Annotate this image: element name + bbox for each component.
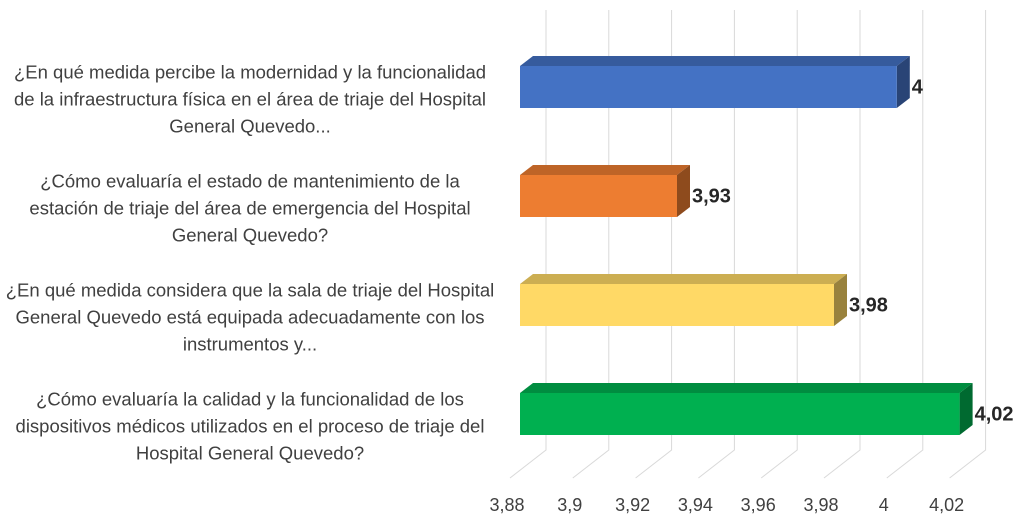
x-tick-label: 3,98 bbox=[803, 495, 838, 515]
value-label: 3,93 bbox=[692, 185, 731, 207]
x-tick-label: 4,02 bbox=[929, 495, 964, 515]
grid-line bbox=[572, 10, 610, 479]
grid-line bbox=[886, 10, 924, 479]
bar bbox=[520, 175, 677, 217]
bar-top bbox=[520, 56, 910, 66]
category-label: ¿En qué medida percibe la modernidad y l… bbox=[13, 61, 487, 137]
category-label: ¿Cómo evaluaría el estado de mantenimien… bbox=[29, 170, 471, 246]
bar-side bbox=[834, 274, 847, 326]
bar-side bbox=[677, 165, 690, 217]
value-label: 3,98 bbox=[849, 294, 888, 316]
bar bbox=[520, 284, 834, 326]
x-tick-label: 3,9 bbox=[557, 495, 582, 515]
bar bbox=[520, 393, 960, 435]
value-label: 4,02 bbox=[975, 403, 1014, 425]
bar-side bbox=[959, 383, 973, 435]
grid-line bbox=[760, 10, 798, 479]
category-label: ¿Cómo evaluaría la calidad y la funciona… bbox=[15, 388, 485, 464]
bar bbox=[520, 66, 897, 108]
bar-side bbox=[896, 56, 910, 108]
grid-line bbox=[949, 10, 987, 479]
x-tick-label: 3,92 bbox=[615, 495, 650, 515]
bar-top bbox=[520, 383, 973, 393]
category-label: ¿En qué medida considera que la sala de … bbox=[5, 279, 495, 355]
x-tick-label: 3,94 bbox=[678, 495, 713, 515]
value-label: 4 bbox=[912, 76, 924, 98]
grid-line bbox=[698, 10, 735, 479]
x-tick-label: 3,96 bbox=[741, 495, 776, 515]
grid-line bbox=[509, 10, 547, 479]
grid-line bbox=[823, 10, 861, 479]
bar-top bbox=[520, 274, 847, 284]
x-tick-label: 3,88 bbox=[489, 495, 524, 515]
bar-top bbox=[520, 165, 690, 175]
x-tick-label: 4 bbox=[879, 495, 889, 515]
grid-line bbox=[635, 10, 673, 479]
